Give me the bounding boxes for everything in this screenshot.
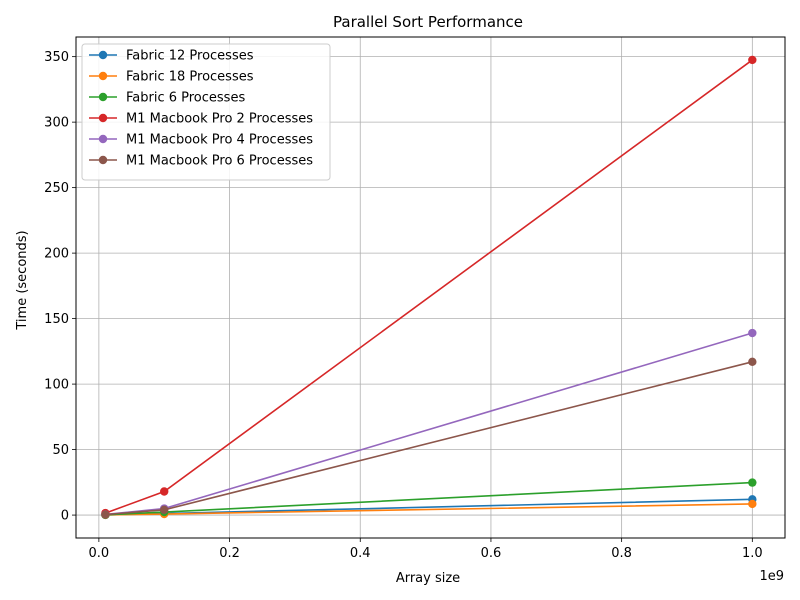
legend-item: M1 Macbook Pro 4 Processes <box>89 133 313 148</box>
x-tick-label: 0.2 <box>219 546 240 561</box>
legend-swatch-marker <box>98 113 108 123</box>
legend-label: Fabric 6 Processes <box>126 91 245 106</box>
y-axis: 0 50 100 150 200 250 300 350 <box>44 50 76 524</box>
data-point <box>160 487 169 496</box>
legend-item: M1 Macbook Pro 2 Processes <box>89 112 313 127</box>
data-point <box>160 505 169 515</box>
legend-item: Fabric 12 Processes <box>89 49 254 64</box>
y-tick-label: 300 <box>44 116 69 131</box>
y-tick-label: 200 <box>44 247 69 262</box>
x-tick-label: 0.4 <box>350 546 371 561</box>
legend-label: M1 Macbook Pro 4 Processes <box>126 133 313 148</box>
legend: Fabric 12 Processes Fabric 18 Processes Fa… <box>81 43 331 181</box>
legend-item: Fabric 6 Processes <box>89 91 245 106</box>
legend-swatch-marker <box>98 134 108 144</box>
x-tick-label: 0.6 <box>481 546 502 561</box>
x-axis-label: Array size <box>396 571 460 586</box>
y-tick-label: 50 <box>52 443 69 458</box>
chart-title: Parallel Sort Performance <box>333 13 523 31</box>
legend-label: M1 Macbook Pro 6 Processes <box>126 154 313 169</box>
grid-lines <box>76 37 785 538</box>
data-point <box>101 510 110 519</box>
data-point <box>748 328 757 338</box>
x-axis-offset-label: 1e9 <box>759 569 784 584</box>
y-tick-label: 0 <box>61 509 69 524</box>
y-tick-label: 100 <box>44 378 69 393</box>
data-point <box>748 55 757 65</box>
x-tick-label: 0.0 <box>89 546 110 561</box>
legend-swatch-marker <box>98 92 108 102</box>
x-tick-label: 1.0 <box>742 546 763 561</box>
legend-swatch-marker <box>98 50 108 60</box>
x-axis: 0.0 0.2 0.4 0.6 0.8 1.0 <box>89 538 763 561</box>
y-tick-label: 350 <box>44 50 69 65</box>
legend-item: M1 Macbook Pro 6 Processes <box>89 154 313 169</box>
y-tick-label: 150 <box>44 312 69 327</box>
series-layer <box>101 55 757 520</box>
y-axis-label: Time (seconds) <box>15 230 30 330</box>
legend-label: Fabric 18 Processes <box>126 70 254 85</box>
data-point <box>748 357 757 367</box>
legend-box <box>81 43 331 181</box>
legend-item: Fabric 18 Processes <box>89 70 254 85</box>
data-point <box>748 478 757 487</box>
legend-swatch-marker <box>98 71 108 81</box>
legend-label: Fabric 12 Processes <box>126 49 254 64</box>
legend-swatch-marker <box>98 155 108 165</box>
y-tick-label: 250 <box>44 181 69 196</box>
series-m1-macbook-pro-6-processes <box>101 357 757 519</box>
legend-label: M1 Macbook Pro 2 Processes <box>126 112 313 127</box>
plot-frame <box>75 36 786 539</box>
x-tick-label: 0.8 <box>611 546 632 561</box>
data-point <box>748 499 757 509</box>
